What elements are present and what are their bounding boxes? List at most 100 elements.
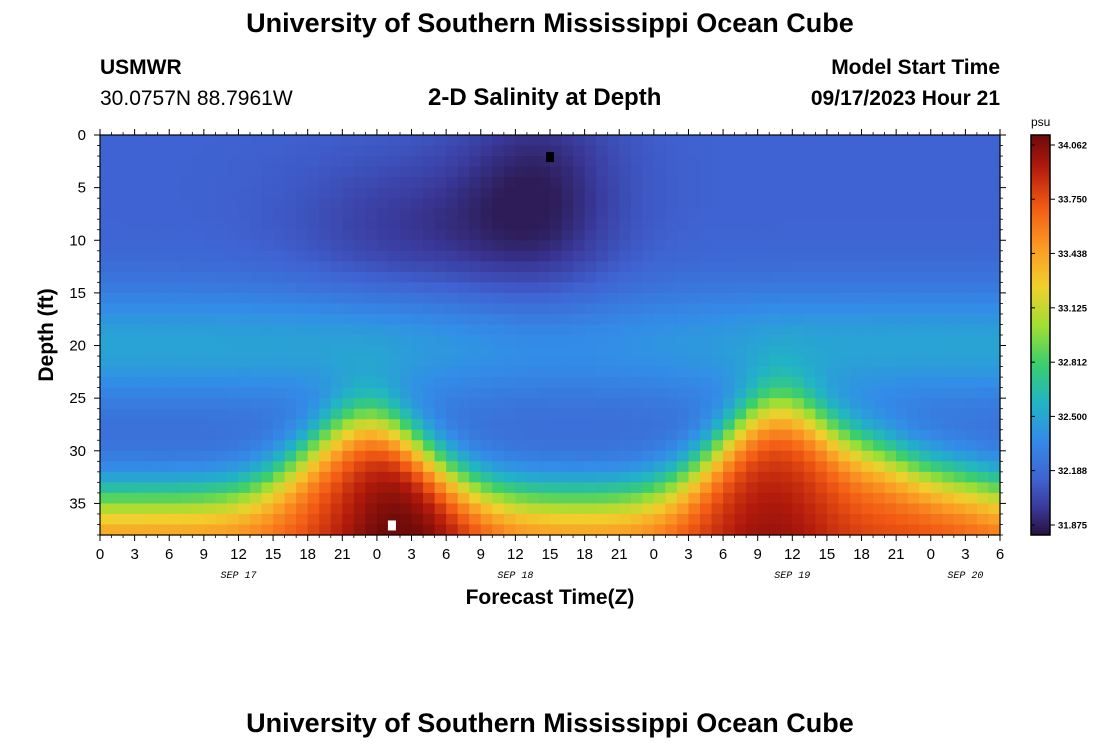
- heatmap-cell: [307, 387, 320, 399]
- heatmap-cell: [250, 324, 263, 336]
- heatmap-cell: [896, 324, 909, 336]
- date-label: SEP 18: [497, 571, 533, 582]
- heatmap-cell: [515, 335, 528, 347]
- heatmap-cell: [365, 345, 378, 357]
- heatmap-cell: [596, 292, 609, 305]
- heatmap-cell: [526, 303, 540, 315]
- heatmap-cell: [388, 461, 401, 473]
- heatmap-cell: [273, 261, 286, 273]
- heatmap-cell: [423, 250, 436, 262]
- heatmap-cell: [342, 261, 355, 273]
- heatmap-cell: [134, 292, 147, 305]
- heatmap-cell: [284, 187, 297, 199]
- heatmap-cell: [665, 345, 678, 357]
- heatmap-cell: [803, 177, 816, 189]
- heatmap-cell: [838, 208, 851, 220]
- heatmap-cell: [584, 292, 597, 305]
- heatmap-cell: [515, 324, 528, 336]
- heatmap-cell: [180, 471, 193, 483]
- heatmap-cell: [469, 471, 482, 483]
- heatmap-cell: [700, 292, 713, 305]
- heatmap-cell: [700, 261, 713, 273]
- heatmap-cell: [353, 377, 366, 389]
- heatmap-cell: [469, 240, 482, 252]
- heatmap-cell: [457, 250, 470, 262]
- heatmap-cell: [538, 145, 551, 157]
- heatmap-cell: [988, 229, 1001, 241]
- heatmap-cell: [838, 419, 851, 431]
- heatmap-cell: [792, 387, 805, 399]
- heatmap-cell: [492, 219, 505, 231]
- heatmap-cell: [376, 177, 390, 189]
- heatmap-cell: [688, 198, 701, 210]
- heatmap-cell: [273, 356, 286, 368]
- heatmap-cell: [711, 271, 724, 283]
- heatmap-cell: [526, 492, 540, 505]
- heatmap-cell: [930, 377, 943, 389]
- heatmap-cell: [700, 229, 713, 241]
- heatmap-cell: [250, 208, 263, 220]
- heatmap-cell: [307, 145, 320, 157]
- heatmap-cell: [676, 208, 690, 220]
- heatmap-cell: [850, 313, 863, 326]
- heatmap-cell: [550, 303, 563, 315]
- heatmap-cell: [907, 513, 920, 526]
- heatmap-cell: [538, 166, 551, 178]
- heatmap-cell: [757, 482, 770, 494]
- heatmap-cell: [492, 335, 505, 347]
- heatmap-cell: [896, 187, 909, 199]
- heatmap-cell: [215, 177, 228, 189]
- heatmap-cell: [157, 166, 170, 178]
- heatmap-cell: [688, 419, 701, 431]
- heatmap-cell: [353, 177, 366, 189]
- heatmap-cell: [884, 198, 897, 210]
- heatmap-cell: [423, 345, 436, 357]
- heatmap-cell: [873, 387, 886, 399]
- heatmap-cell: [780, 356, 793, 368]
- heatmap-cell: [180, 303, 193, 315]
- heatmap-cell: [780, 345, 793, 357]
- heatmap-cell: [596, 398, 609, 410]
- heatmap-cell: [492, 135, 505, 147]
- heatmap-cell: [146, 261, 159, 273]
- x-tick-label: 18: [576, 546, 593, 563]
- heatmap-cell: [757, 261, 770, 273]
- heatmap-cell: [711, 208, 724, 220]
- heatmap-cell: [884, 271, 897, 283]
- heatmap-cell: [411, 177, 424, 189]
- heatmap-cell: [342, 513, 355, 526]
- heatmap-cell: [423, 135, 436, 147]
- heatmap-cell: [988, 408, 1001, 420]
- heatmap-cell: [446, 292, 459, 305]
- heatmap-cell: [723, 461, 736, 473]
- heatmap-cell: [111, 156, 124, 168]
- heatmap-cell: [896, 145, 909, 157]
- heatmap-cell: [896, 440, 909, 452]
- heatmap-cell: [319, 198, 332, 210]
- heatmap-cell: [319, 166, 332, 178]
- colorbar-tick-label: 33.438: [1058, 249, 1087, 260]
- heatmap-cell: [515, 135, 528, 147]
- heatmap-cell: [157, 356, 170, 368]
- heatmap-cell: [169, 503, 182, 515]
- heatmap-cell: [261, 377, 274, 389]
- heatmap-cell: [815, 187, 828, 199]
- heatmap-cell: [826, 356, 840, 368]
- heatmap-cell: [376, 313, 390, 326]
- x-tick-label: 12: [784, 546, 801, 563]
- heatmap-cell: [342, 450, 355, 462]
- heatmap-cell: [411, 292, 424, 305]
- heatmap-cell: [423, 356, 436, 368]
- heatmap-cell: [619, 145, 632, 157]
- y-axis-label: Depth (ft): [35, 288, 58, 381]
- heatmap-cell: [896, 461, 909, 473]
- heatmap-cell: [780, 177, 793, 189]
- heatmap-cell: [630, 166, 643, 178]
- heatmap-cell: [550, 387, 563, 399]
- heatmap-cell: [215, 377, 228, 389]
- heatmap-cell: [838, 135, 851, 147]
- heatmap-cell: [273, 177, 286, 189]
- heatmap-cell: [342, 135, 355, 147]
- heatmap-cell: [942, 271, 955, 283]
- heatmap-cell: [757, 387, 770, 399]
